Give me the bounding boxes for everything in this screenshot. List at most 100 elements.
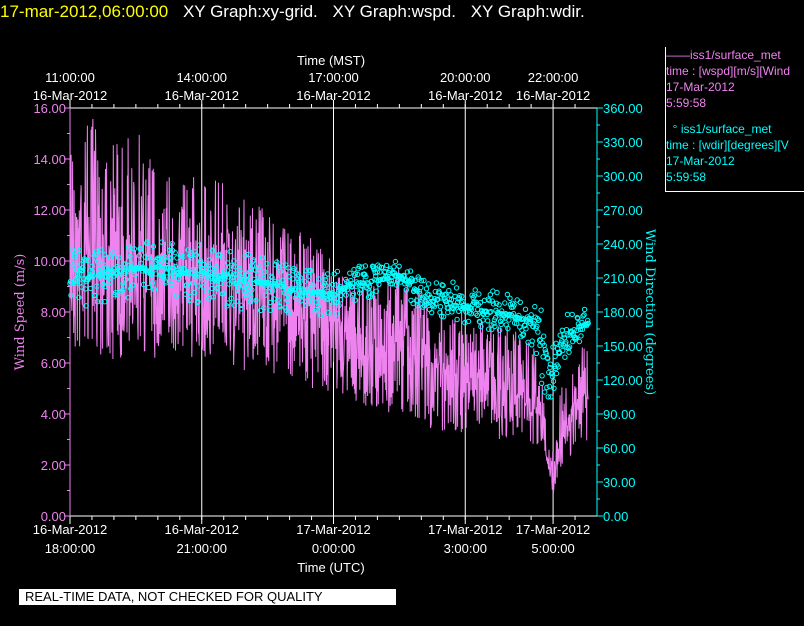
wdir-point xyxy=(187,293,193,300)
wdir-point xyxy=(105,266,112,272)
wdir-point xyxy=(551,385,557,391)
wdir-point xyxy=(124,269,131,275)
wdir-point xyxy=(159,257,165,263)
wdir-point xyxy=(330,281,336,288)
wdir-point xyxy=(196,242,203,248)
wdir-point xyxy=(93,251,99,257)
wdir-point xyxy=(536,337,543,344)
wdir-point xyxy=(269,274,275,281)
wdir-point xyxy=(528,317,534,323)
wdir-point xyxy=(328,299,334,305)
wdir-point xyxy=(149,280,156,286)
wdir-point xyxy=(531,321,537,327)
wdir-point xyxy=(529,342,535,348)
wdir-point xyxy=(204,288,210,295)
wdir-point xyxy=(210,294,217,300)
bottom-axis-label: Time (UTC) xyxy=(297,560,364,575)
wdir-point xyxy=(177,252,184,259)
wdir-point xyxy=(350,291,357,297)
wdir-point xyxy=(324,271,331,277)
wdir-point xyxy=(94,299,101,305)
bottom-tick-time-label: 18:00:00 xyxy=(45,541,96,556)
wdir-point xyxy=(578,333,584,339)
wdir-point xyxy=(225,274,232,280)
wdir-point xyxy=(164,270,170,276)
wdir-point xyxy=(195,299,201,305)
wdir-point xyxy=(547,361,554,367)
wdir-point xyxy=(92,255,99,261)
legend-wspd-desc: time : [wspd][m/s][Wind xyxy=(666,64,791,78)
wdir-series xyxy=(67,239,591,400)
wdir-point xyxy=(283,286,289,292)
wdir-point xyxy=(343,292,349,298)
wdir-point xyxy=(215,285,221,291)
wdir-point xyxy=(440,314,447,320)
wdir-point xyxy=(94,283,100,289)
wdir-point xyxy=(191,289,198,296)
wdir-point xyxy=(383,262,390,269)
wdir-point xyxy=(144,239,150,245)
wdir-point xyxy=(488,309,494,315)
bottom-tick-date-label: 16-Mar-2012 xyxy=(33,522,107,537)
bottom-tick-time-label: 3:00:00 xyxy=(444,541,487,556)
top-tick-date-label: 16-Mar-2012 xyxy=(428,88,502,103)
wdir-point xyxy=(173,293,179,299)
right-tick-label: 270.00 xyxy=(603,203,643,218)
wdir-point xyxy=(517,299,523,305)
wdir-point xyxy=(89,263,95,269)
wdir-point xyxy=(180,253,186,260)
wdir-point xyxy=(322,277,329,283)
wdir-point xyxy=(506,317,512,323)
wdir-point xyxy=(569,311,575,318)
wdir-point xyxy=(573,335,579,342)
wdir-point xyxy=(555,364,561,370)
wdir-point xyxy=(268,273,274,279)
wdir-point xyxy=(285,265,291,271)
wdir-point xyxy=(492,315,499,321)
wdir-point xyxy=(75,274,82,280)
wdir-point xyxy=(82,257,88,264)
wdir-point xyxy=(206,257,213,263)
wdir-point xyxy=(238,306,244,312)
wdir-point xyxy=(73,277,79,283)
legend-wspd-name: iss1/surface_met xyxy=(690,48,781,62)
wdir-point xyxy=(541,333,547,339)
legend-wdir-desc: time : [wdir][degrees][V xyxy=(666,138,789,152)
wdir-point xyxy=(250,257,257,263)
wdir-point xyxy=(308,294,315,300)
wdir-point xyxy=(486,297,492,304)
wdir-point xyxy=(550,344,556,350)
wdir-point xyxy=(523,326,529,332)
wdir-point xyxy=(585,320,591,326)
wdir-point xyxy=(576,338,583,345)
wdir-point xyxy=(548,394,554,400)
legend-wspd: ——iss1/surface_met time : [wspd][m/s][Wi… xyxy=(665,47,804,192)
wdir-point xyxy=(130,282,136,288)
left-tick-label: 8.00 xyxy=(41,305,66,320)
wdir-point xyxy=(553,340,559,346)
wdir-point xyxy=(352,297,358,303)
wdir-point xyxy=(368,278,375,284)
wdir-point xyxy=(284,297,290,304)
axes: 11:00:00 16-Mar-2012 14:00:00 16-Mar-2012 17… xyxy=(33,70,643,556)
wdir-point xyxy=(323,282,329,289)
top-tick-date-label: 16-Mar-2012 xyxy=(165,88,239,103)
wdir-point xyxy=(262,269,268,275)
wdir-point xyxy=(227,270,234,276)
wdir-point xyxy=(224,303,230,309)
wdir-point xyxy=(413,287,419,293)
bottom-tick-time-label: 5:00:00 xyxy=(531,541,574,556)
wdir-point xyxy=(443,291,449,297)
top-tick-date-label: 16-Mar-2012 xyxy=(296,88,370,103)
wdir-point xyxy=(563,327,570,333)
left-tick-label: 10.00 xyxy=(33,254,66,269)
wdir-point xyxy=(361,280,367,286)
wdir-point xyxy=(247,299,254,305)
wdir-point xyxy=(357,287,363,293)
top-tick-time-label: 17:00:00 xyxy=(308,70,359,85)
wdir-point xyxy=(346,283,352,289)
wdir-point xyxy=(202,277,209,283)
legend-wspd-time: 5:59:58 xyxy=(666,96,707,110)
wdir-point xyxy=(433,280,440,286)
wdir-point xyxy=(234,288,241,294)
